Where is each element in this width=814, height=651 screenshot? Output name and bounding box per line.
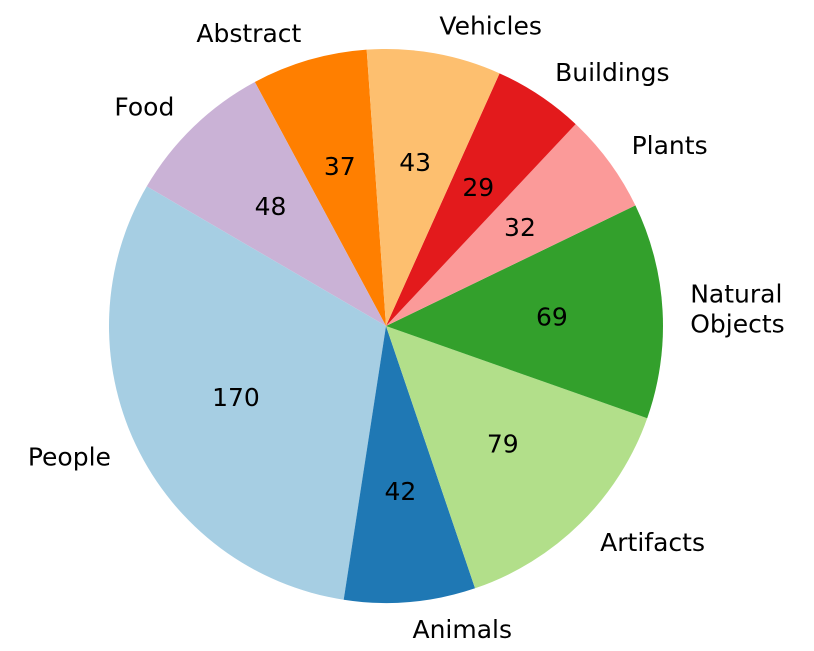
category-label-abstract: Abstract [196,19,301,48]
value-label-animals: 42 [385,477,417,506]
pie-slice-people [108,186,386,600]
category-label-food: Food [114,92,174,121]
pie-slice-abstract [254,49,386,327]
category-label-plants: Plants [632,131,708,160]
pie-slices [108,49,663,603]
pie-slice-natural-objects [386,205,663,419]
value-label-food: 48 [255,192,287,221]
value-label-artifacts: 79 [487,430,519,459]
value-label-plants: 32 [504,213,536,242]
pie-slice-food [146,82,386,326]
pie-slice-animals [343,326,476,603]
category-label-natural-objects: Natural Objects [690,280,784,339]
pie-slice-vehicles [366,49,500,327]
value-label-buildings: 29 [462,173,494,202]
category-label-animals: Animals [412,615,512,644]
value-label-people: 170 [212,383,260,412]
category-label-artifacts: Artifacts [600,528,705,557]
category-label-buildings: Buildings [555,58,669,87]
pie-labels: 37 Abstract 48 Food 170 People 42 Animals 79 Arti… [28,12,785,645]
pie-slice-buildings [386,73,576,326]
pie-slice-plants [386,124,636,326]
value-label-vehicles: 43 [399,148,431,177]
category-label-vehicles: Vehicles [439,12,541,41]
category-label-people: People [28,443,111,472]
pie-slice-artifacts [386,326,648,589]
value-label-natural-objects: 69 [536,302,568,331]
value-label-abstract: 37 [324,152,356,181]
